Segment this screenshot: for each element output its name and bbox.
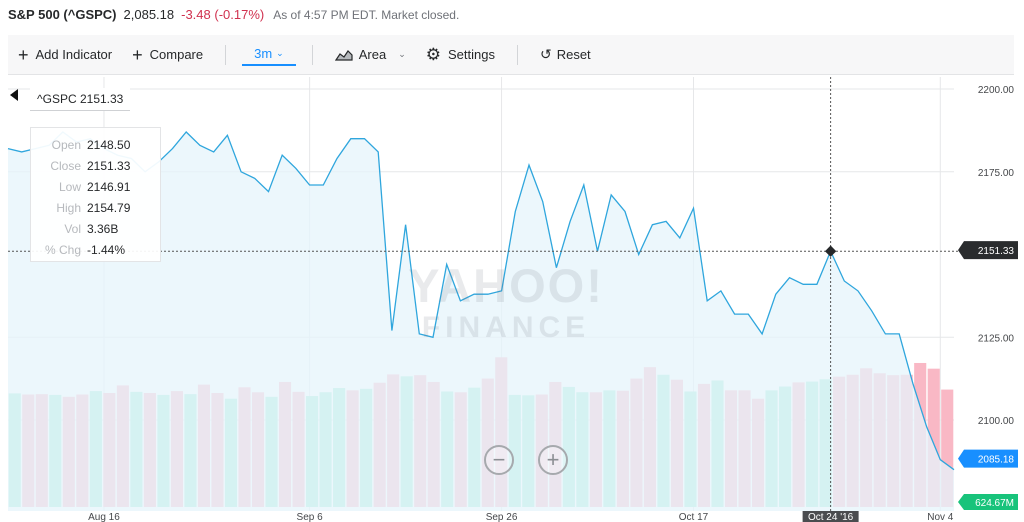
ohlc-row-open: Open 2148.50	[31, 134, 160, 155]
y-tick-label: 2100.00	[978, 416, 1015, 427]
toolbar-divider	[225, 44, 227, 65]
add-indicator-button[interactable]: + Add Indicator	[8, 35, 122, 75]
x-tick-label: Aug 16	[88, 512, 120, 522]
ohlc-key: Open	[51, 137, 81, 152]
reset-label: Reset	[556, 47, 591, 62]
crosshair-label: ^GSPC 2151.33	[30, 88, 131, 111]
ohlc-key: % Chg	[44, 242, 81, 257]
add-indicator-label: Add Indicator	[35, 47, 113, 62]
range-dropdown[interactable]: 3m ⌄	[242, 44, 296, 66]
compare-button[interactable]: + Compare	[122, 35, 213, 75]
settings-button[interactable]: ⚙ Settings	[416, 35, 505, 75]
toolbar-divider	[311, 44, 313, 65]
ohlc-key: High	[56, 200, 81, 215]
y-tick-label: 2125.00	[978, 333, 1015, 344]
ohlc-row-volume: Vol 3.36B	[31, 218, 160, 239]
area-chart-icon	[334, 49, 353, 61]
last-volume-label: 624.67M	[975, 498, 1014, 509]
x-tick-label: Sep 26	[486, 512, 518, 522]
ohlc-row-low: Low 2146.91	[31, 176, 160, 197]
chart-axes: 2200.00 2175.00 2151.33 2125.00 2100.00 2085.…	[88, 85, 1018, 522]
range-label: 3m	[254, 46, 273, 61]
quote-price: 2,085.18	[123, 7, 175, 22]
last-price-flag	[958, 449, 1018, 468]
price-line	[7, 131, 955, 471]
y-tick-label: 2200.00	[978, 85, 1015, 96]
chart-type-dropdown[interactable]: Area ⌄	[325, 35, 416, 75]
y-tick-label: 2151.33	[978, 246, 1015, 257]
quote-name: S&P 500 (^GSPC)	[8, 7, 117, 22]
zoom-in-button[interactable]: +	[538, 445, 568, 475]
price-chart[interactable]: 2200.00 2175.00 2151.33 2125.00 2100.00 2085.…	[0, 75, 1024, 522]
x-tick-label: Nov 4	[927, 512, 954, 522]
plus-icon: +	[546, 447, 560, 472]
market-status: As of 4:57 PM EDT. Market closed.	[273, 8, 460, 22]
last-price-label: 2085.18	[978, 455, 1015, 466]
crosshair	[8, 77, 960, 511]
gear-icon: ⚙	[425, 44, 441, 64]
ohlc-key: Low	[58, 179, 81, 194]
ohlc-panel: Open 2148.50 Close 2151.33 Low 2146.91 H…	[30, 127, 161, 262]
quote-header: S&P 500 (^GSPC) 2,085.18 -3.48 (-0.17%) …	[8, 7, 459, 27]
ohlc-value: 2151.33	[87, 158, 131, 173]
zoom-out-button[interactable]: −	[484, 445, 514, 475]
ohlc-row-close: Close 2151.33	[31, 155, 160, 176]
crosshair-price-flag	[958, 241, 1018, 260]
x-tick-label: Oct 24 '16	[808, 512, 854, 522]
ohlc-key: Vol	[64, 221, 81, 236]
plus-icon: +	[18, 44, 29, 65]
chevron-down-icon: ⌄	[276, 48, 284, 58]
plus-icon: +	[132, 44, 143, 65]
ohlc-row-high: High 2154.79	[31, 197, 160, 218]
settings-label: Settings	[447, 47, 495, 62]
x-tick-label: Oct 17	[679, 512, 709, 522]
chart-toolbar: + Add Indicator + Compare 3m ⌄ Area ⌄ ⚙ …	[8, 35, 1014, 75]
ohlc-value: -1.44%	[87, 242, 126, 257]
last-volume-flag	[958, 494, 1018, 510]
tooltip-arrow-icon	[10, 89, 18, 101]
y-tick-label: 2175.00	[978, 168, 1015, 179]
chevron-down-icon: ⌄	[398, 49, 406, 59]
ohlc-row-change: % Chg -1.44%	[31, 239, 160, 260]
ohlc-key: Close	[50, 158, 81, 173]
reset-button[interactable]: ↺ Reset	[530, 35, 601, 75]
chart-type-label: Area	[358, 47, 387, 62]
crosshair-date-flag	[802, 511, 859, 522]
minus-icon: −	[492, 447, 506, 472]
ohlc-value: 3.36B	[87, 221, 119, 236]
x-tick-label: Sep 6	[297, 512, 324, 522]
ohlc-value: 2154.79	[87, 200, 131, 215]
compare-label: Compare	[149, 47, 204, 62]
toolbar-divider	[516, 44, 518, 65]
ohlc-value: 2146.91	[87, 179, 131, 194]
reset-icon: ↺	[539, 46, 552, 62]
crosshair-marker	[824, 245, 837, 257]
ohlc-value: 2148.50	[87, 137, 131, 152]
price-area	[8, 132, 954, 511]
quote-change: -3.48 (-0.17%)	[181, 7, 265, 22]
